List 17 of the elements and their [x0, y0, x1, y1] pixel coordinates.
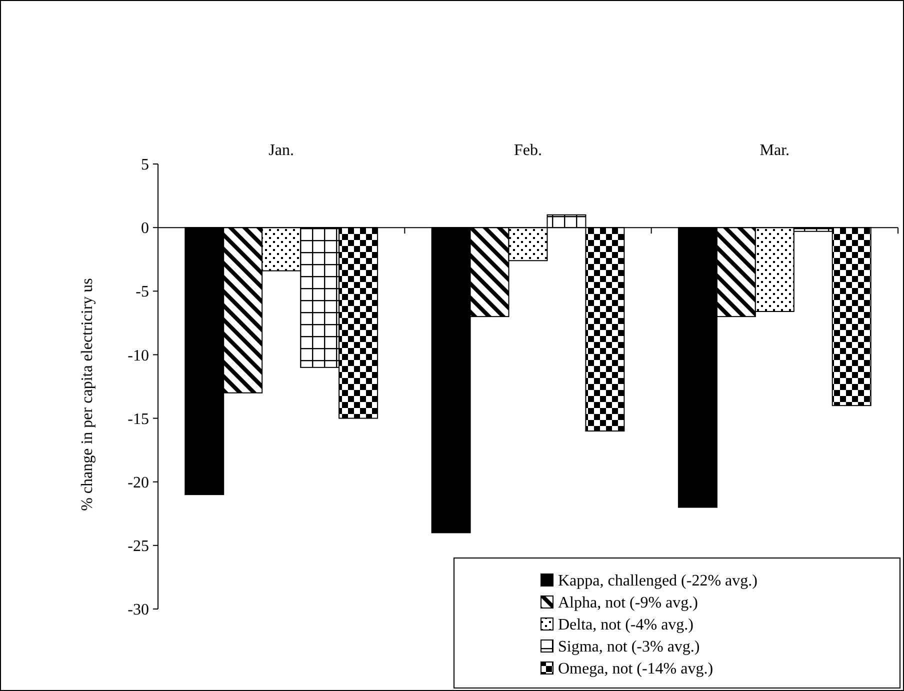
y-tick-label: -5 [136, 284, 149, 301]
y-tick-label: 5 [141, 156, 149, 174]
legend-label: Kappa, challenged (-22% avg.) [558, 572, 758, 590]
y-tick-label: -30 [128, 602, 149, 619]
legend-label: Sigma, not (-3% avg.) [558, 638, 700, 656]
y-axis-title: % change in per capita electriciry us [79, 278, 96, 511]
x-tick-label: Mar. [760, 142, 790, 159]
x-tick-label: Jan. [268, 142, 294, 159]
legend-label: Alpha, not (-9% avg.) [558, 594, 698, 612]
legend-label: Delta, not (-4% avg.) [558, 616, 694, 634]
x-tick-label: Feb. [514, 142, 542, 159]
y-tick-label: 0 [141, 220, 149, 238]
y-tick-label: -15 [128, 410, 149, 428]
legend-label: Omega, not (-14% avg.) [558, 660, 714, 678]
y-tick-label: -10 [128, 347, 149, 364]
y-tick-label: -25 [128, 538, 149, 556]
y-tick-label: -20 [128, 474, 149, 492]
